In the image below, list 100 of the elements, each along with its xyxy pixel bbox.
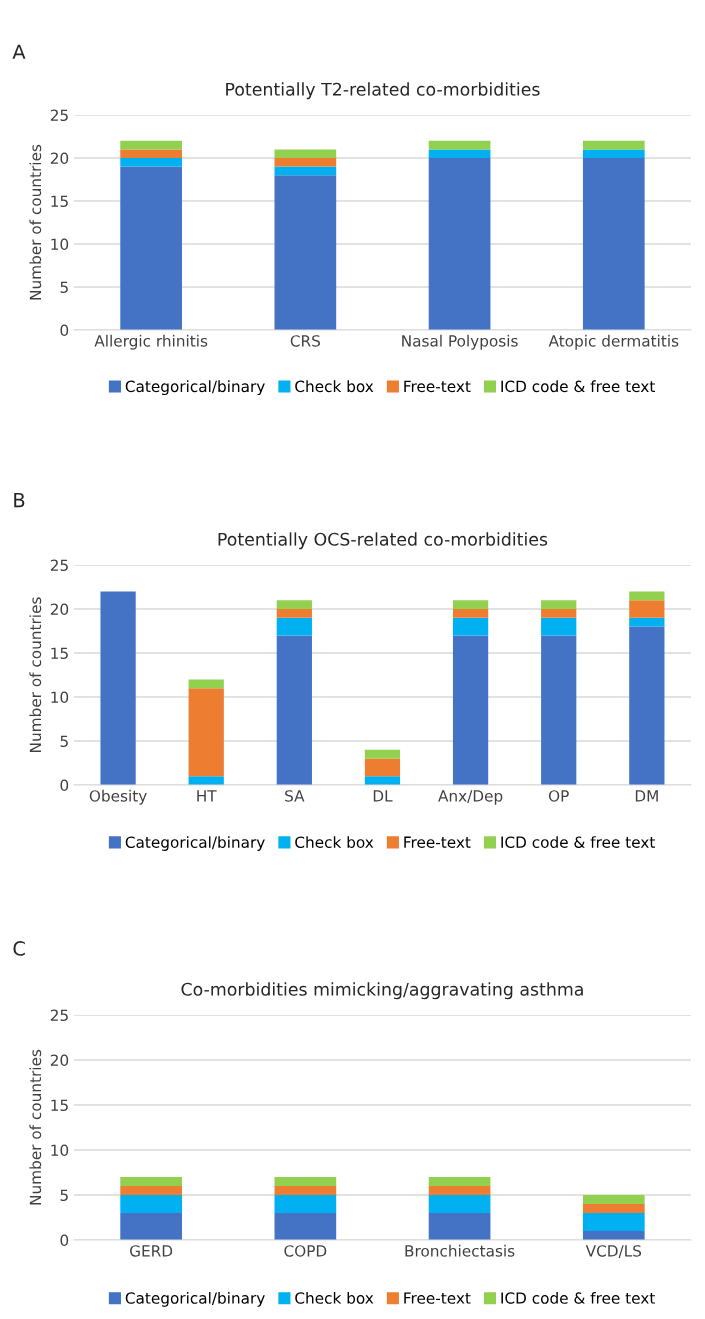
y-tick-label: 0 (60, 779, 69, 792)
y-tick-label: 0 (60, 324, 69, 337)
text: A (12, 44, 26, 59)
bar (120, 140, 182, 150)
x-tick-label: CRS (290, 335, 320, 347)
legend-label: Free-text (404, 1292, 471, 1304)
text: C (13, 941, 25, 956)
y-axis-title: Number of countries (29, 144, 42, 300)
bar (188, 688, 224, 777)
y-tick-label: 15 (51, 1099, 68, 1112)
bar (582, 140, 645, 150)
bar (100, 591, 136, 785)
x-tick-label: OP (548, 790, 569, 802)
bar (364, 758, 401, 777)
bar (274, 1195, 337, 1213)
bar (582, 1204, 645, 1213)
y-tick-label: 5 (60, 281, 68, 294)
bar (629, 617, 665, 627)
legend-label: Free-text (404, 380, 471, 393)
y-tick-label: 25 (50, 1009, 68, 1022)
y-tick-label: 15 (51, 195, 68, 208)
bar (452, 617, 489, 636)
bar (274, 175, 337, 330)
x-tick-label: Obesity (89, 789, 147, 805)
legend-label: Check box (295, 1292, 374, 1304)
x-tick-label: Bronchiectasis (405, 1244, 515, 1257)
bar (582, 1213, 645, 1231)
legend-label: Check box (295, 836, 374, 848)
x-tick-label: SA (285, 790, 305, 802)
bar (582, 149, 645, 158)
bar (452, 600, 489, 609)
text: B (14, 493, 25, 508)
legend-label: Categorical/binary (125, 380, 265, 396)
x-tick-label: Allergic rhinitis (94, 334, 208, 350)
bar (120, 149, 182, 158)
bar (428, 1186, 491, 1195)
bar (364, 776, 401, 785)
chart-title: Co-morbidities mimicking/aggravating asthma (181, 982, 583, 1000)
bar (274, 149, 337, 158)
x-tick-label: Atopic dermatitis (548, 334, 679, 350)
bar (274, 1186, 337, 1195)
bar (276, 617, 312, 636)
bar (274, 1177, 337, 1186)
bar (364, 749, 401, 759)
x-tick-label: VCD/LS (585, 1245, 642, 1258)
x-tick-label: DM (635, 790, 658, 802)
bar (428, 140, 491, 150)
bar (629, 600, 665, 618)
bar (452, 609, 489, 618)
y-tick-label: 0 (60, 1234, 69, 1247)
x-tick-label: Anx/Dep (438, 790, 503, 805)
bar (120, 1195, 182, 1213)
bar (188, 776, 224, 785)
y-tick-label: 20 (50, 603, 69, 616)
legend-label: ICD code & free text (501, 836, 655, 848)
bar (120, 1177, 182, 1186)
chart-title: Potentially OCS-related co-morbidities (218, 532, 548, 550)
bar (120, 1213, 182, 1240)
x-tick-label: Nasal Polyposis (402, 334, 518, 350)
bar (428, 1213, 491, 1240)
x-tick-label: HT (197, 790, 217, 802)
bar (120, 158, 182, 167)
bar (629, 591, 665, 601)
bar (276, 600, 312, 609)
bar (276, 635, 312, 785)
bar (428, 149, 491, 158)
y-tick-label: 10 (51, 691, 69, 704)
bar (629, 626, 665, 785)
bar (274, 166, 337, 176)
bar (120, 1186, 182, 1195)
legend-label: Check box (295, 380, 374, 393)
y-tick-label: 5 (60, 1189, 68, 1202)
y-tick-label: 20 (50, 152, 69, 165)
bar (428, 158, 491, 330)
bar (541, 617, 577, 636)
bar (452, 635, 489, 785)
legend-label: ICD code & free text (501, 1292, 655, 1304)
y-tick-label: 25 (50, 559, 68, 572)
y-axis-title: Number of countries (29, 1049, 42, 1205)
legend-label: Categorical/binary (125, 1292, 265, 1307)
legend-label: Categorical/binary (125, 836, 265, 851)
y-tick-label: 15 (51, 647, 68, 660)
bar (188, 679, 224, 689)
bar (582, 1195, 645, 1204)
y-tick-label: 10 (51, 238, 69, 251)
x-tick-label: GERD (130, 1245, 173, 1257)
bar (541, 635, 577, 785)
bar (541, 600, 577, 609)
legend-label: Free-text (404, 836, 471, 848)
bar (428, 1195, 491, 1213)
bar (541, 609, 577, 618)
y-tick-label: 25 (50, 109, 68, 122)
bar (120, 166, 182, 330)
bar (274, 158, 337, 167)
chart-title: Potentially T2-related co-morbidities (226, 82, 540, 100)
bar (428, 1177, 491, 1186)
y-axis-title: Number of countries (29, 597, 42, 752)
legend-label: ICD code & free text (501, 380, 655, 393)
x-tick-label: COPD (284, 1245, 327, 1257)
y-tick-label: 5 (60, 735, 68, 748)
